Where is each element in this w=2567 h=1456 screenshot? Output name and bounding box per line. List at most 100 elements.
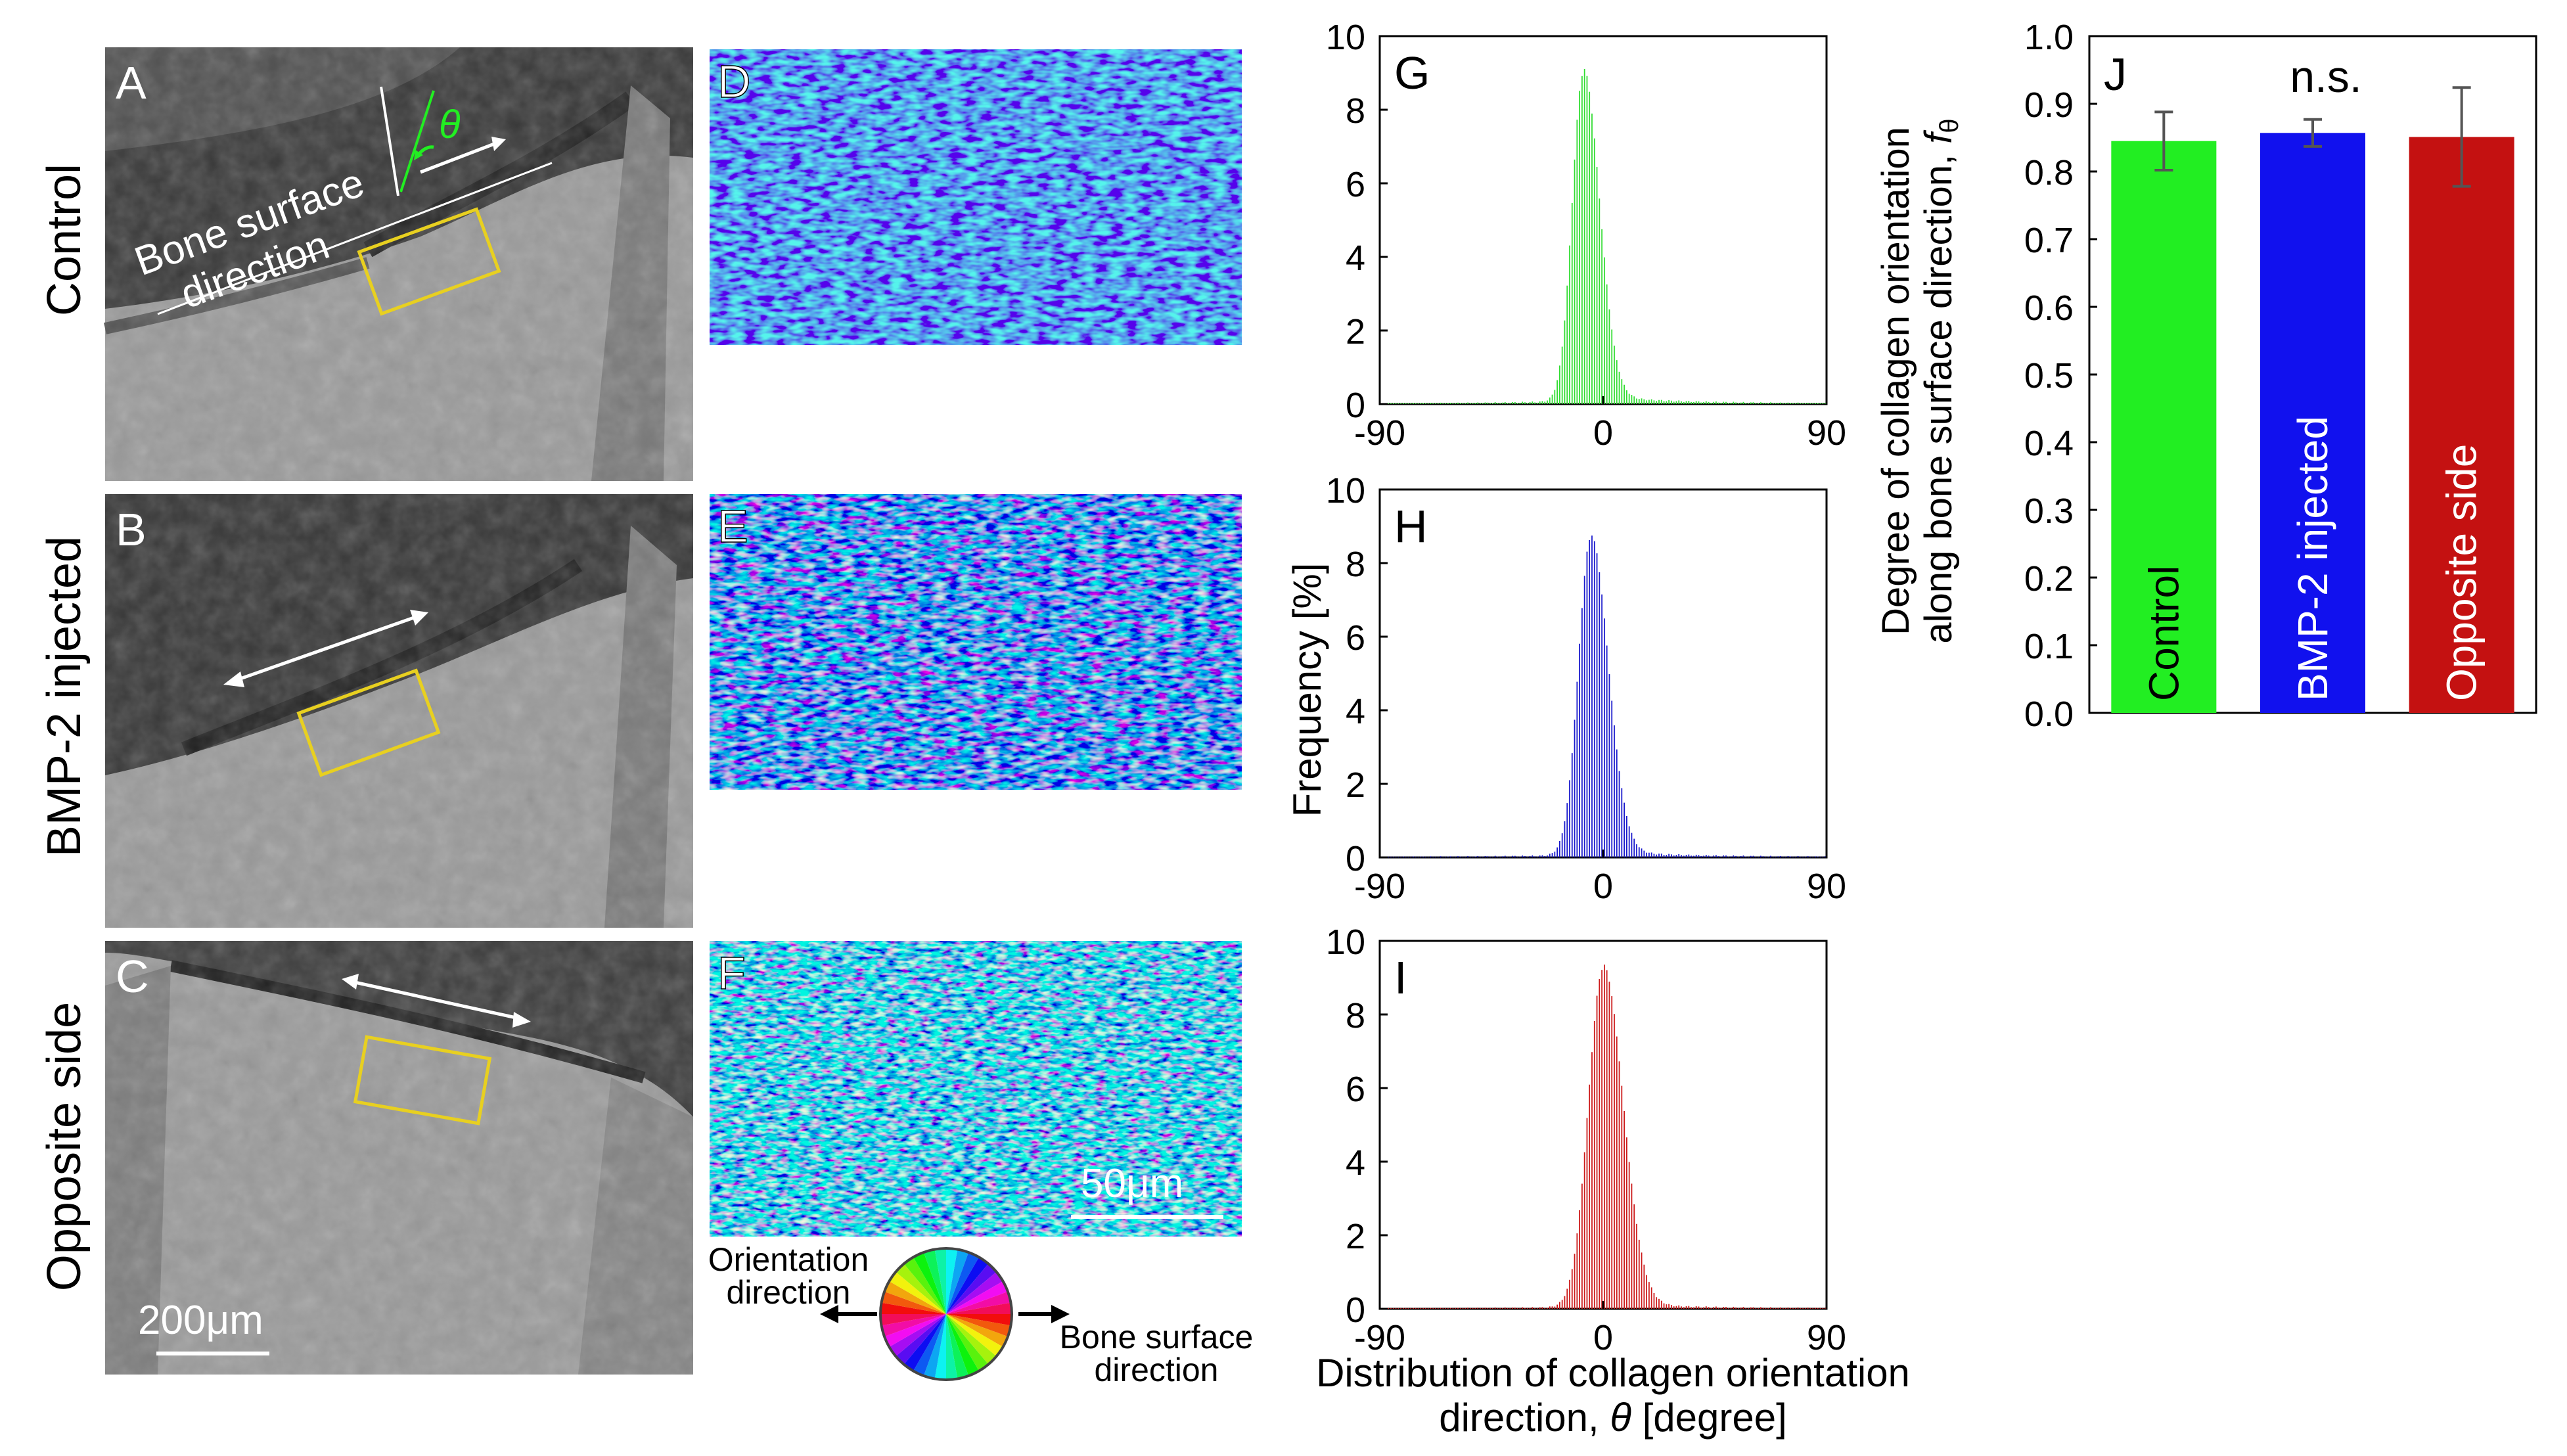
histogram-bar (1459, 403, 1461, 404)
histogram-ytick-label: 4 (1346, 692, 1365, 731)
color-wheel-segment (946, 1314, 958, 1380)
panel-f-label: F (717, 947, 746, 999)
histogram-bar (1693, 402, 1694, 404)
color-wheel-segment (913, 1314, 946, 1376)
histogram-bar (1502, 402, 1503, 404)
histogram-panel-label: I (1394, 952, 1407, 1003)
histogram-bar (1805, 1308, 1806, 1309)
histogram-bar (1413, 1308, 1414, 1309)
bar-category-label: BMP-2 injected (2289, 416, 2336, 701)
histogram-bar (1467, 855, 1468, 857)
histogram-bar (1678, 853, 1680, 857)
histogram-bar (1727, 403, 1729, 404)
histogram-bar (1593, 138, 1595, 405)
bar-category-label: Opposite side (2438, 444, 2486, 701)
histogram-bar (1522, 855, 1524, 857)
histogram-bar (1559, 365, 1560, 404)
histogram-bar (1817, 403, 1819, 404)
histogram-bar (1449, 403, 1451, 404)
histogram-bar (1589, 539, 1591, 857)
histogram-bar (1658, 399, 1660, 404)
histogram-bar (1462, 403, 1464, 404)
histogram-bar (1566, 1288, 1568, 1309)
histogram-bar (1671, 854, 1672, 857)
histogram-bar (1601, 229, 1602, 404)
histogram-bar (1765, 1308, 1767, 1309)
histogram-bar (1650, 852, 1652, 857)
histogram-bar (1720, 1308, 1722, 1309)
histogram-bar (1740, 402, 1742, 404)
histogram-bar (1822, 403, 1824, 404)
histogram-bar (1762, 402, 1764, 404)
histogram-ytick-label: 8 (1346, 91, 1365, 131)
histogram-bar (1787, 402, 1789, 404)
histogram-bar (1646, 1275, 1647, 1309)
histogram-bar (1636, 1223, 1637, 1309)
histogram-bar (1710, 1308, 1712, 1309)
histogram-bar (1564, 1296, 1566, 1309)
panel-a-micrograph: A θ Bone surface direction (104, 47, 693, 481)
color-wheel-segment (946, 1252, 979, 1314)
histogram-bar (1765, 403, 1767, 404)
histogram-bar (1641, 398, 1643, 404)
histogram-frame (1378, 488, 1828, 859)
histogram-bar (1489, 403, 1491, 404)
histogram-bar (1688, 1306, 1690, 1309)
histogram-bar (1435, 1308, 1436, 1309)
histogram-bar (1470, 403, 1471, 404)
histogram-bar (1551, 1306, 1553, 1309)
histogram-bar (1762, 1308, 1764, 1309)
histogram-bar (1807, 1308, 1809, 1309)
histogram-bar (1758, 1308, 1759, 1309)
histogram-bar (1529, 855, 1531, 857)
histogram-bar (1551, 394, 1553, 404)
histogram-bar (1449, 856, 1451, 857)
histogram-bar (1777, 403, 1779, 404)
panel-a-label: A (116, 57, 147, 108)
histogram-bar (1658, 1298, 1660, 1309)
histogram-bar (1534, 402, 1535, 404)
histogram-bar (1717, 856, 1719, 857)
histogram-bar (1477, 402, 1479, 404)
histogram-bar (1571, 753, 1573, 857)
histogram-bar (1666, 1304, 1668, 1309)
histogram-bar (1752, 1307, 1754, 1309)
histogram-ytick-label: 0 (1346, 1290, 1365, 1330)
histogram-bar (1735, 402, 1737, 404)
histogram-bar (1755, 403, 1757, 404)
histogram-bar (1445, 1308, 1446, 1309)
histogram-bar (1420, 1308, 1422, 1309)
histogram-bar (1556, 1304, 1558, 1309)
histogram-bar (1650, 1287, 1652, 1309)
histogram-bar (1750, 402, 1752, 404)
color-wheel-segment (946, 1248, 958, 1314)
histogram-bar (1561, 833, 1563, 857)
legend-orientation-line2: direction (727, 1274, 851, 1311)
histogram-bar (1447, 1308, 1449, 1309)
histogram-bar (1482, 403, 1484, 404)
histogram-bar (1700, 856, 1702, 857)
histogram-bar (1405, 403, 1407, 404)
histogram-bar (1794, 403, 1796, 404)
color-wheel-segment (946, 1314, 1003, 1357)
histogram-bar (1666, 855, 1668, 857)
histogram-bar (1725, 401, 1727, 404)
histogram-bar (1815, 1308, 1816, 1309)
histogram-bar (1691, 401, 1692, 404)
histogram-bar (1405, 1308, 1407, 1309)
histogram-bar (1574, 1254, 1576, 1309)
histogram-bar (1484, 402, 1486, 404)
histogram-bar (1591, 535, 1593, 857)
histogram-bar (1797, 855, 1799, 857)
histogram-bar (1390, 1308, 1392, 1309)
histogram-bar (1730, 402, 1732, 404)
histogram-bar (1410, 403, 1412, 404)
color-wheel-segment (881, 1291, 946, 1314)
histogram-bar (1403, 856, 1404, 857)
color-wheel-segment (923, 1314, 946, 1379)
histogram-bar (1390, 403, 1392, 404)
histogram-bar (1710, 856, 1712, 857)
histogram-bar (1681, 855, 1682, 857)
histogram-xlabel-prefix: direction, (1439, 1396, 1599, 1440)
color-wheel-segment (903, 1257, 946, 1314)
